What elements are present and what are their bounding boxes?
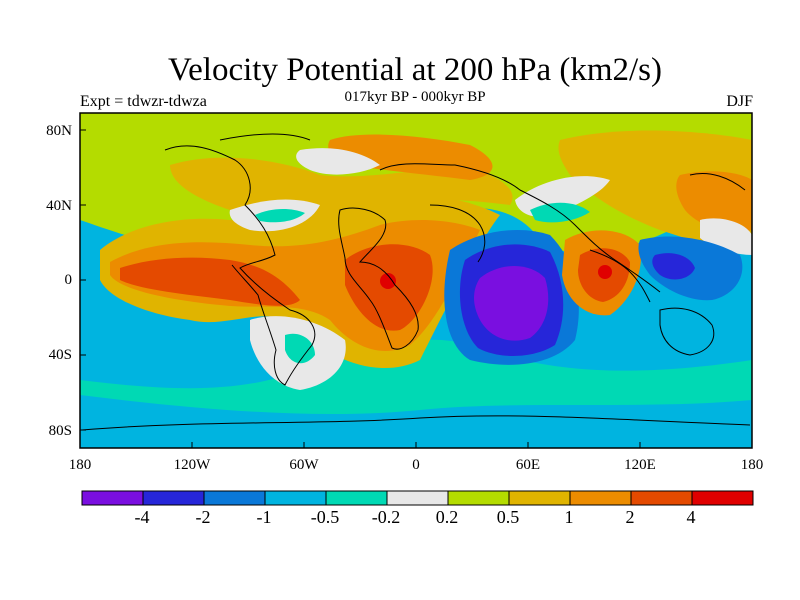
tick-marks xyxy=(79,129,753,448)
colorbar-swatch xyxy=(264,490,327,506)
colorbar-swatch xyxy=(386,490,449,506)
colorbar-label: -0.2 xyxy=(371,507,401,527)
colorbar-label: 0.2 xyxy=(435,507,459,527)
colorbar-swatch xyxy=(447,490,510,506)
lat-tick-label: 40S xyxy=(48,347,72,363)
colorbar-swatch xyxy=(325,490,388,506)
colorbar-swatch xyxy=(203,490,266,506)
colorbar-label: 0.5 xyxy=(496,507,520,527)
coastlines xyxy=(81,133,751,431)
colorbar-label: -1 xyxy=(256,507,272,527)
season-label: DJF xyxy=(726,93,753,110)
lon-tick-label: 60E xyxy=(515,457,541,473)
colorbar-label: 2 xyxy=(625,507,635,527)
lat-tick-label: 40N xyxy=(46,198,72,214)
colorbar-swatch xyxy=(691,490,754,506)
chart-subtitle: 017kyr BP - 000kyr BP xyxy=(344,89,486,105)
experiment-label: Expt = tdwzr-tdwza xyxy=(80,93,207,110)
colorbar-swatch xyxy=(142,490,205,506)
colorbar-label: 4 xyxy=(686,507,696,527)
lon-tick-label: 0 xyxy=(412,457,420,473)
lon-tick-label: 180 xyxy=(740,457,764,473)
chart-title: Velocity Potential at 200 hPa (km2/s) xyxy=(167,52,663,88)
lon-tick-label: 180 xyxy=(68,457,92,473)
colorbar-swatch xyxy=(569,490,632,506)
lat-tick-label: 80N xyxy=(46,123,72,139)
contour-field xyxy=(80,113,752,448)
colorbar-label: -4 xyxy=(134,507,150,527)
colorbar-label: -0.5 xyxy=(310,507,340,527)
lon-tick-label: 120E xyxy=(624,457,656,473)
lat-tick-label: 0 xyxy=(64,272,73,288)
colorbar-label: 1 xyxy=(564,507,574,527)
lon-tick-label: 60W xyxy=(289,457,319,473)
colorbar-swatch xyxy=(81,490,144,506)
lon-tick-label: 120W xyxy=(173,457,211,473)
colorbar xyxy=(81,490,754,506)
colorbar-swatch xyxy=(630,490,693,506)
colorbar-label: -2 xyxy=(195,507,211,527)
colorbar-swatch xyxy=(508,490,571,506)
lat-tick-label: 80S xyxy=(48,423,72,439)
